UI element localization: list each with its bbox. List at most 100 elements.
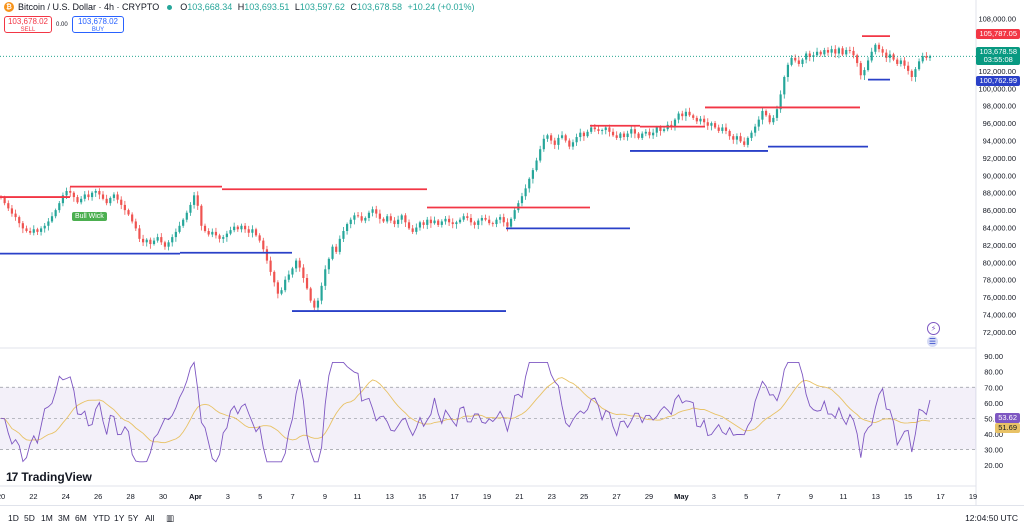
candle — [233, 226, 236, 231]
candle — [863, 70, 866, 76]
candle — [437, 220, 440, 225]
bull-wick-annotation[interactable]: Bull Wick — [72, 212, 107, 221]
range-1m-button[interactable]: 1M — [41, 513, 53, 523]
range-5d-button[interactable]: 5D — [24, 513, 35, 523]
candle — [178, 225, 181, 232]
time-tick-label: 29 — [645, 492, 653, 501]
buy-button[interactable]: 103,678.02 BUY — [72, 16, 124, 33]
candle — [123, 204, 126, 211]
utc-clock[interactable]: 12:04:50 UTC — [965, 513, 1018, 523]
symbol-legend[interactable]: ₿ Bitcoin / U.S. Dollar · 4h · CRYPTO O1… — [4, 2, 478, 12]
candle — [134, 221, 137, 229]
time-tick-label: 25 — [580, 492, 588, 501]
event-flag-icon[interactable]: ⚡ — [927, 322, 940, 335]
candle — [892, 54, 895, 60]
time-tick-label: 17 — [450, 492, 458, 501]
candle — [520, 196, 524, 204]
time-tick-label: 9 — [809, 492, 813, 501]
candle — [422, 222, 425, 225]
price-change: +10.24 (+0.01%) — [407, 2, 475, 12]
candle — [837, 48, 841, 54]
candle — [593, 127, 596, 130]
candle — [211, 231, 214, 235]
candle — [571, 142, 575, 147]
range-3m-button[interactable]: 3M — [58, 513, 70, 523]
candle — [484, 217, 487, 220]
candle — [371, 209, 374, 213]
range-6m-button[interactable]: 6M — [75, 513, 87, 523]
candle — [903, 60, 906, 66]
time-tick-label: 30 — [159, 492, 167, 501]
candle — [214, 231, 218, 236]
candle — [262, 240, 265, 250]
candle — [302, 267, 305, 278]
candle — [364, 217, 367, 221]
candle — [309, 288, 312, 301]
candle — [480, 217, 483, 221]
candle — [39, 228, 43, 232]
candle — [564, 135, 567, 141]
candle — [109, 197, 112, 204]
candle — [797, 60, 800, 64]
candle — [746, 137, 749, 145]
candle — [870, 51, 873, 61]
candle — [743, 141, 746, 145]
candle — [910, 70, 913, 77]
sell-button[interactable]: 103,678.02 SELL — [4, 16, 52, 33]
candle — [331, 246, 334, 259]
candle — [757, 119, 760, 127]
date-range-calendar-icon[interactable]: ▥ — [166, 513, 175, 523]
candle — [80, 198, 83, 203]
time-tick-label: 13 — [386, 492, 394, 501]
candle — [717, 127, 720, 131]
candle — [458, 219, 462, 223]
candle — [856, 55, 859, 64]
candle — [488, 219, 491, 224]
range-1d-button[interactable]: 1D — [8, 513, 19, 523]
candle — [276, 282, 279, 294]
candle — [382, 218, 385, 222]
tradingview-logo[interactable]: 17 TradingView — [6, 470, 92, 484]
candle — [265, 249, 269, 261]
candle — [834, 49, 837, 54]
ohlc-values: O103,668.34 H103,693.51 L103,597.62 C103… — [180, 2, 475, 12]
price-tick-label: 94,000.00 — [983, 137, 1016, 146]
candle — [692, 115, 695, 118]
candle — [316, 300, 320, 308]
candle — [808, 53, 811, 57]
candle — [218, 235, 221, 239]
candle — [451, 222, 454, 225]
range-1y-button[interactable]: 1Y — [114, 513, 125, 523]
range-ytd-button[interactable]: YTD — [93, 513, 110, 523]
market-open-indicator — [167, 4, 173, 10]
candle — [790, 57, 793, 65]
rsi-tick-label: 20.00 — [984, 461, 1003, 470]
candle — [400, 215, 403, 220]
candle — [152, 240, 156, 245]
candle — [848, 50, 851, 51]
candle — [735, 136, 739, 140]
candle — [477, 220, 480, 225]
symbol-title[interactable]: Bitcoin / U.S. Dollar · 4h · CRYPTO — [18, 2, 160, 12]
candle — [659, 127, 662, 131]
candle — [127, 210, 130, 215]
candle — [768, 115, 771, 123]
range-all-button[interactable]: All — [145, 513, 155, 523]
candle — [415, 227, 418, 232]
candle — [418, 222, 422, 228]
candle — [633, 129, 636, 134]
range-5y-button[interactable]: 5Y — [128, 513, 139, 523]
price-tick-label: 98,000.00 — [983, 102, 1016, 111]
candle — [630, 129, 633, 134]
candle — [36, 229, 39, 232]
candle — [291, 268, 294, 275]
candle — [284, 279, 287, 291]
candle — [710, 123, 713, 126]
bottom-toolbar: 1D 5D 1M 3M 6M YTD 1Y 5Y All ▥ 12:04:50 … — [0, 505, 1024, 528]
us-flag-icon[interactable]: ☰ — [927, 336, 938, 347]
tradingview-mark-icon: 17 — [6, 470, 18, 484]
candle — [10, 208, 14, 214]
candle — [269, 260, 272, 272]
